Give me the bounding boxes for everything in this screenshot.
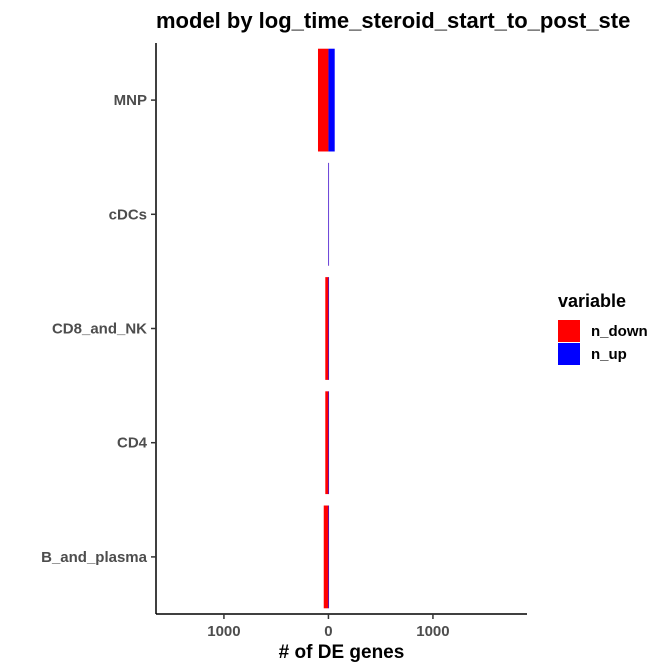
x-axis-title: # of DE genes [279, 642, 405, 663]
bar-n_up-CD8_and_NK [328, 277, 330, 380]
bar-n_up-CD4 [328, 391, 330, 495]
bar-n_up-B_and_plasma [328, 505, 330, 609]
x-axis-ticks: 1000 0 1000 [207, 614, 450, 640]
chart-title: model by log_time_steroid_start_to_post_… [156, 8, 630, 33]
legend-swatch-n_up [558, 343, 580, 365]
legend-label-n_down: n_down [591, 323, 648, 340]
y-tick-label: CD4 [117, 435, 148, 452]
legend-swatch-n_down [558, 320, 580, 342]
bar-n_up-cDCs [328, 162, 330, 266]
x-tick-label: 0 [324, 623, 332, 640]
y-axis-ticks: MNP cDCs CD8_and_NK CD4 B_and_plasma [41, 92, 156, 566]
x-tick-label: 1000 [416, 623, 449, 640]
legend-items: n_down n_up [558, 320, 648, 365]
y-tick-label: B_and_plasma [41, 549, 148, 566]
bar-n_down-CD4 [325, 391, 329, 495]
legend-label-n_up: n_up [591, 346, 627, 363]
legend: variable n_down n_up [558, 291, 648, 365]
legend-title: variable [558, 291, 626, 311]
bar-n_down-CD8_and_NK [325, 277, 329, 380]
y-tick-label: CD8_and_NK [52, 321, 147, 338]
y-tick-label: MNP [114, 92, 147, 109]
bar-n_down-B_and_plasma [323, 505, 329, 609]
y-tick-label: cDCs [109, 206, 147, 223]
bars-layer [317, 48, 335, 609]
bar-n_up-MNP [328, 48, 335, 152]
bar-n_down-MNP [317, 48, 329, 152]
x-tick-label: 1000 [207, 623, 240, 640]
